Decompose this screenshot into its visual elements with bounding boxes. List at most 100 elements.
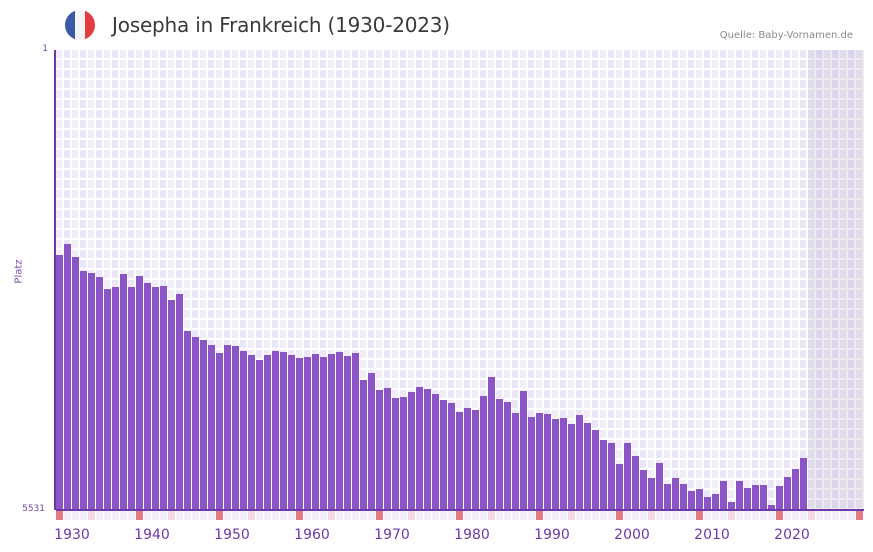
bar-2012[interactable]	[712, 493, 719, 510]
bar-1946[interactable]	[184, 331, 191, 510]
bar-1999[interactable]	[608, 442, 615, 510]
bar-1994[interactable]	[568, 423, 575, 510]
bar-1933[interactable]	[80, 271, 87, 510]
bar-1970[interactable]	[376, 389, 383, 510]
bar-1948[interactable]	[200, 339, 207, 510]
bar-1930[interactable]	[56, 255, 63, 510]
bar-1977[interactable]	[432, 393, 439, 510]
bar-2006[interactable]	[664, 483, 671, 510]
bar-1975[interactable]	[416, 386, 423, 510]
bar-2003[interactable]	[640, 469, 647, 510]
bar-1953[interactable]	[240, 350, 247, 510]
bar-2017[interactable]	[752, 484, 759, 510]
bar-1936[interactable]	[104, 288, 111, 510]
bar-1932[interactable]	[72, 256, 79, 510]
bar-1974[interactable]	[408, 391, 415, 510]
bar-1943[interactable]	[160, 286, 167, 510]
bar-1973[interactable]	[400, 396, 407, 510]
bar-2015[interactable]	[736, 480, 743, 510]
year-marker	[848, 511, 855, 520]
bar-1992[interactable]	[552, 418, 559, 510]
bar-2021[interactable]	[784, 476, 791, 510]
bar-1954[interactable]	[248, 354, 255, 510]
bar-1966[interactable]	[344, 355, 351, 510]
bar-1971[interactable]	[384, 387, 391, 510]
bar-1988[interactable]	[520, 390, 527, 510]
bar-1984[interactable]	[488, 377, 495, 510]
bar-1991[interactable]	[544, 413, 551, 510]
bar-1995[interactable]	[576, 414, 583, 510]
bar-2004[interactable]	[648, 477, 655, 510]
bar-1979[interactable]	[448, 402, 455, 510]
bar-2016[interactable]	[744, 487, 751, 510]
bar-1960[interactable]	[296, 357, 303, 510]
bar-1951[interactable]	[224, 344, 231, 510]
bar-2009[interactable]	[688, 490, 695, 510]
bar-1993[interactable]	[560, 417, 567, 510]
bar-1972[interactable]	[392, 397, 399, 510]
bar-1945[interactable]	[176, 293, 183, 510]
bar-1961[interactable]	[304, 356, 311, 510]
bar-1976[interactable]	[424, 388, 431, 510]
bar-1990[interactable]	[536, 412, 543, 510]
bar-1985[interactable]	[496, 398, 503, 510]
bar-2007[interactable]	[672, 477, 679, 510]
bar-1931[interactable]	[64, 243, 71, 510]
bar-1964[interactable]	[328, 353, 335, 510]
bar-1986[interactable]	[504, 401, 511, 510]
bar-2022[interactable]	[792, 468, 799, 510]
bar-2001[interactable]	[624, 442, 631, 510]
bar-1942[interactable]	[152, 287, 159, 510]
bar-1947[interactable]	[192, 336, 199, 510]
bar-1937[interactable]	[112, 287, 119, 510]
bar-1963[interactable]	[320, 356, 327, 510]
bar-1962[interactable]	[312, 353, 319, 510]
bar-1940[interactable]	[136, 276, 143, 510]
bar-1980[interactable]	[456, 411, 463, 510]
bar-1958[interactable]	[280, 351, 287, 510]
bar-1956[interactable]	[264, 354, 271, 510]
bar-2005[interactable]	[656, 462, 663, 510]
bar-1996[interactable]	[584, 422, 591, 510]
bar-2019[interactable]	[768, 504, 775, 510]
bar-1989[interactable]	[528, 416, 535, 510]
bar-1997[interactable]	[592, 429, 599, 510]
year-marker	[160, 511, 167, 520]
bar-1949[interactable]	[208, 344, 215, 510]
bar-2020[interactable]	[776, 485, 783, 510]
bar-2014[interactable]	[728, 501, 735, 510]
flag-stripe-blue	[65, 10, 75, 40]
bar-1965[interactable]	[336, 351, 343, 510]
bar-1935[interactable]	[96, 277, 103, 510]
bar-2002[interactable]	[632, 455, 639, 510]
bar-1981[interactable]	[464, 407, 471, 510]
bar-2013[interactable]	[720, 480, 727, 510]
bar-1987[interactable]	[512, 412, 519, 510]
bar-1941[interactable]	[144, 283, 151, 510]
year-marker	[632, 511, 639, 520]
bar-2018[interactable]	[760, 484, 767, 510]
bar-1983[interactable]	[480, 395, 487, 510]
bar-1978[interactable]	[440, 399, 447, 510]
bar-1968[interactable]	[360, 380, 367, 510]
bar-2023[interactable]	[800, 457, 807, 510]
bar-1998[interactable]	[600, 439, 607, 510]
bar-1944[interactable]	[168, 299, 175, 510]
bar-2008[interactable]	[680, 483, 687, 510]
bar-1938[interactable]	[120, 274, 127, 510]
bar-1959[interactable]	[288, 354, 295, 510]
bar-2010[interactable]	[696, 488, 703, 510]
bar-2000[interactable]	[616, 463, 623, 510]
bar-2011[interactable]	[704, 496, 711, 510]
bar-1955[interactable]	[256, 359, 263, 510]
bar-1934[interactable]	[88, 273, 95, 510]
y-axis-label: Platz	[13, 259, 25, 284]
bar-1982[interactable]	[472, 409, 479, 510]
bar-1952[interactable]	[232, 345, 239, 510]
year-marker	[120, 511, 127, 520]
bar-1950[interactable]	[216, 352, 223, 510]
bar-1939[interactable]	[128, 287, 135, 510]
bar-1969[interactable]	[368, 373, 375, 510]
bar-1967[interactable]	[352, 352, 359, 510]
bar-1957[interactable]	[272, 350, 279, 510]
